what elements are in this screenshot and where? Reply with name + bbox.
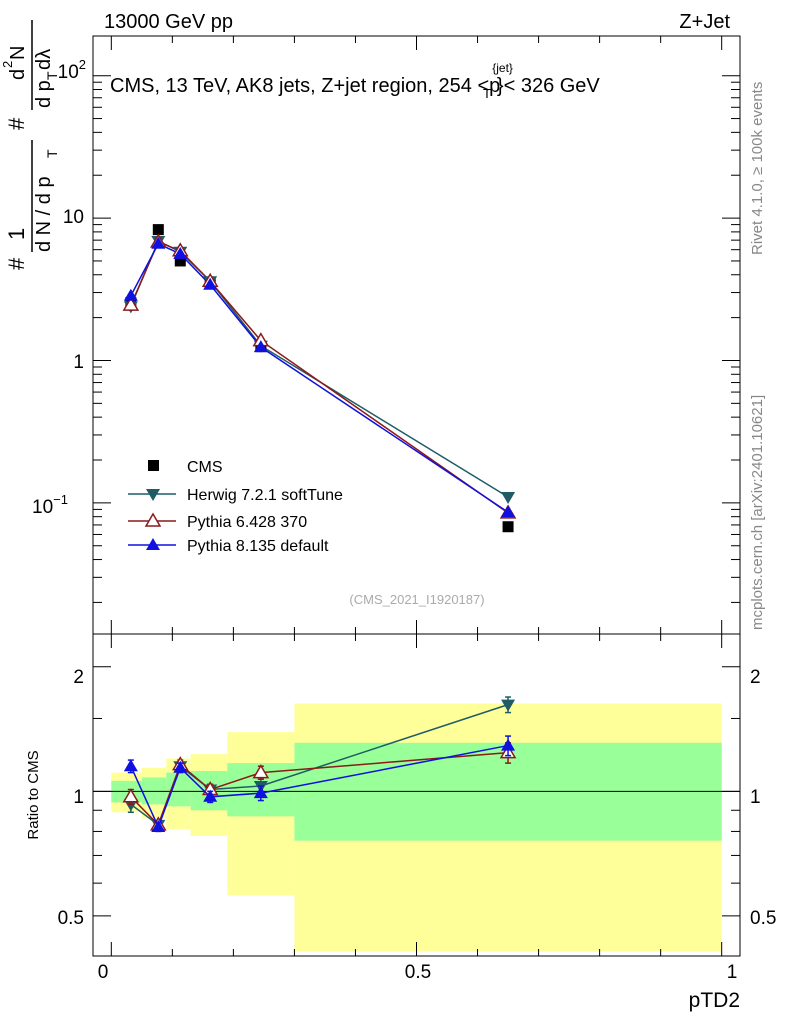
- x-axis-label: pTD2: [689, 989, 740, 1012]
- xtick-1: 1: [727, 962, 738, 983]
- legend-herwig-marker: [146, 489, 160, 501]
- ratio-ytick-2-left: 2: [73, 667, 84, 688]
- ylabel-num-sup: 2: [0, 61, 15, 68]
- analysis-id: (CMS_2021_I1920187): [349, 592, 484, 607]
- band-inner-2: [166, 772, 191, 807]
- main-point-pythia8-5: [501, 505, 516, 518]
- ratio-point-herwig-5: [501, 699, 516, 712]
- main-point-pythia8-3: [203, 277, 218, 290]
- ratio-point-pythia8-4: [253, 786, 268, 799]
- ylabel-one: 1: [4, 228, 29, 240]
- ylabel-hash1: #: [4, 257, 29, 270]
- energy-label: 13000 GeV pp: [104, 11, 233, 33]
- plot-title: CMS, 13 TeV, AK8 jets, Z+jet region, 254…: [110, 61, 600, 101]
- ylabel-num: d: [7, 69, 29, 80]
- process-label: Z+Jet: [679, 11, 730, 33]
- main-point-pythia6-0: [122, 296, 140, 311]
- legend-pythia8-marker: [146, 538, 160, 550]
- ratio-point-pythia8-5: [501, 738, 516, 751]
- legend-pythia6-marker: [144, 512, 162, 527]
- main-point-herwig-5: [501, 491, 516, 504]
- ratio-point-pythia8-2: [173, 760, 188, 773]
- main-point-cms-1: [152, 224, 164, 236]
- legend-pythia8-label: Pythia 8.135 default: [187, 538, 329, 555]
- ratio-line-pythia6: [130, 751, 509, 827]
- ratio-point-pythia6-0: [122, 788, 140, 803]
- main-point-pythia8-2: [173, 246, 188, 259]
- axis-ticks: [93, 36, 740, 956]
- legend-herwig-label: Herwig 7.2.1 softTune: [187, 487, 343, 504]
- main-line-pythia8: [130, 242, 509, 513]
- ratio-ytick-0p5-left: 0.5: [58, 908, 84, 929]
- ratio-ytick-0p5-right: 0.5: [750, 908, 776, 929]
- legend-cms-label: CMS: [187, 459, 223, 476]
- ratio-ytick-2-right: 2: [750, 667, 761, 688]
- ratio-ylabel: Ratio to CMS: [25, 750, 42, 839]
- main-point-pythia8-0: [123, 288, 138, 301]
- legend-cms-marker: [148, 460, 159, 471]
- ytick-label-1: 1: [73, 352, 84, 373]
- ratio-line-pythia8: [130, 744, 509, 829]
- ylabel-den-sub: T: [44, 149, 60, 158]
- ylabel-den: d N / d p: [33, 176, 55, 252]
- ratio-ytick-1-left: 1: [73, 787, 84, 808]
- ylabel-den2: d p: [33, 80, 55, 108]
- main-point-pythia8-4: [253, 340, 268, 353]
- ratio-point-pythia6-4: [252, 764, 270, 779]
- ylabel-den2-sub: T: [44, 71, 60, 80]
- ylabel-num-n: N: [7, 46, 29, 60]
- ratio-ytick-1-right: 1: [750, 787, 761, 808]
- ylabel-den2-end: dλ: [33, 49, 55, 70]
- ratio-bands: [111, 703, 722, 952]
- main-ylabel: # 1 d N / d p T # d 2 N d p T dλ: [0, 20, 60, 270]
- main-point-cms-5: [502, 521, 514, 533]
- rivet-label: Rivet 4.1.0, ≥ 100k events: [749, 82, 766, 255]
- main-point-pythia8-1: [151, 236, 166, 249]
- legend: CMS Herwig 7.2.1 softTune Pythia 6.428 3…: [128, 459, 343, 555]
- ratio-point-pythia8-0: [123, 759, 138, 772]
- ylabel-hash2: #: [4, 117, 29, 130]
- ratio-point-pythia8-1: [151, 819, 166, 832]
- xtick-0: 0: [98, 962, 109, 983]
- ratio-point-pythia8-3: [203, 789, 218, 802]
- legend-pythia6-label: Pythia 6.428 370: [187, 514, 307, 531]
- mcplots-label: mcplots.cern.ch [arXiv:2401.10621]: [749, 395, 766, 630]
- ytick-label-0p1: 10−1: [32, 492, 68, 518]
- main-point-cms-2: [174, 255, 186, 267]
- ytick-label-100: 102: [58, 57, 86, 83]
- data-series: [122, 224, 517, 833]
- ytick-label-10: 10: [63, 207, 84, 228]
- xtick-0p5: 0.5: [405, 962, 431, 983]
